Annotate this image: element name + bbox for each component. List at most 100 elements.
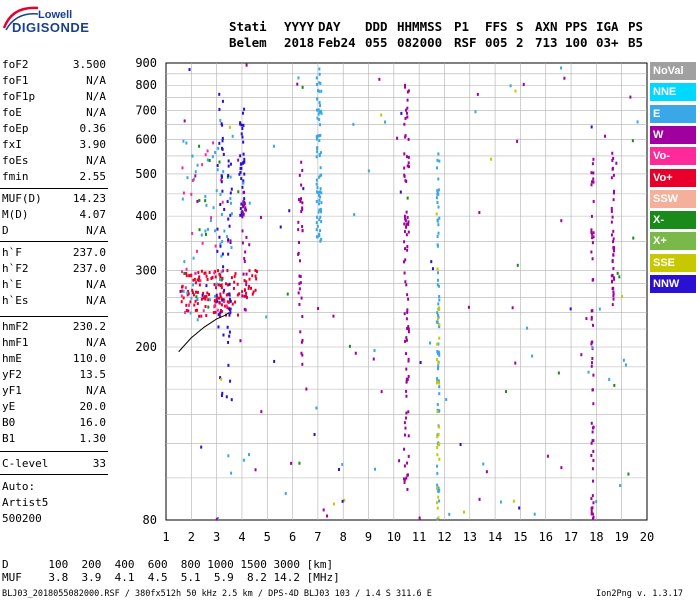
- echo-point: [317, 134, 320, 138]
- echo-point: [223, 288, 226, 292]
- echo-point: [202, 309, 205, 313]
- panel-divider: [0, 241, 108, 242]
- f2-trace-line: [178, 312, 230, 353]
- echo-point: [407, 220, 410, 224]
- logo-digisonde-text: DIGISONDE: [12, 20, 90, 35]
- echo-point: [316, 186, 319, 190]
- echo-point: [591, 241, 594, 245]
- echo-point: [612, 297, 615, 301]
- echo-point: [193, 303, 196, 307]
- echo-point: [592, 479, 595, 483]
- echo-point: [196, 318, 199, 322]
- echo-point: [406, 326, 409, 330]
- echo-point: [300, 351, 303, 355]
- echo-point: [245, 280, 248, 284]
- echo-point: [435, 212, 438, 216]
- echo-point: [255, 277, 258, 281]
- echo-point: [326, 514, 329, 518]
- echo-point: [194, 174, 197, 178]
- echo-point: [251, 274, 254, 278]
- echo-point: [245, 283, 248, 287]
- echo-point: [218, 278, 221, 282]
- echo-point: [191, 288, 194, 292]
- echo-point: [316, 146, 319, 150]
- echo-point: [297, 291, 300, 295]
- echo-point: [243, 157, 246, 161]
- echo-point: [431, 267, 434, 271]
- echo-point: [214, 310, 217, 314]
- echo-point: [187, 303, 190, 307]
- echo-point: [436, 486, 439, 490]
- x-tick-label: 7: [314, 530, 321, 544]
- echo-point: [516, 139, 519, 143]
- echo-point: [228, 224, 231, 228]
- echo-point: [208, 159, 211, 163]
- echo-point: [436, 501, 439, 505]
- echo-point: [407, 357, 410, 361]
- echo-point: [438, 353, 441, 357]
- echo-point: [380, 113, 383, 117]
- echo-point: [407, 137, 410, 141]
- echo-point: [215, 293, 218, 297]
- echo-point: [338, 467, 341, 471]
- echo-point: [221, 139, 224, 143]
- echo-point: [592, 323, 595, 327]
- echo-point: [590, 512, 593, 516]
- echo-point: [248, 284, 251, 288]
- echo-point: [226, 175, 229, 179]
- echo-point: [590, 497, 593, 501]
- echo-point: [587, 370, 590, 374]
- echo-point: [404, 116, 407, 120]
- echo-point: [298, 461, 301, 465]
- echo-point: [242, 140, 245, 144]
- x-tick-label: 19: [614, 530, 628, 544]
- header-label: DAY: [318, 19, 341, 34]
- echo-point: [405, 338, 408, 342]
- echo-point: [222, 333, 225, 337]
- echo-point: [405, 380, 408, 384]
- echo-point: [224, 304, 227, 308]
- echo-point: [406, 164, 409, 168]
- echo-point: [436, 201, 439, 205]
- echo-point: [435, 381, 438, 385]
- echo-point: [227, 300, 230, 304]
- panel-divider: [0, 188, 108, 189]
- echo-point: [301, 338, 304, 342]
- echo-point: [403, 240, 406, 244]
- echo-point: [229, 379, 232, 383]
- param-value: N/A: [86, 384, 106, 397]
- echo-point: [191, 154, 194, 158]
- echo-point: [437, 516, 440, 520]
- echo-point: [437, 188, 440, 192]
- echo-point: [187, 292, 190, 296]
- echo-point: [563, 76, 566, 80]
- echo-point: [226, 200, 229, 204]
- echo-point: [226, 306, 229, 310]
- echo-point: [448, 512, 451, 516]
- echo-point: [406, 196, 409, 200]
- echo-point: [207, 305, 210, 309]
- echo-point: [315, 108, 318, 112]
- echo-point: [234, 300, 237, 304]
- echo-point: [217, 296, 220, 300]
- echo-point: [210, 276, 213, 280]
- echo-point: [222, 265, 225, 269]
- echo-point: [223, 207, 226, 211]
- echo-point: [297, 251, 300, 255]
- echo-point: [196, 249, 199, 253]
- header-value: 055: [365, 35, 388, 50]
- echo-point: [215, 283, 218, 287]
- header-label: PS: [628, 19, 644, 34]
- echo-point: [301, 362, 304, 366]
- echo-point: [405, 389, 408, 393]
- echo-point: [214, 244, 217, 248]
- echo-point: [220, 270, 223, 274]
- echo-point: [204, 271, 207, 275]
- echo-point: [185, 309, 188, 313]
- echo-point: [437, 284, 440, 288]
- echo-point: [241, 294, 244, 298]
- param-value: N/A: [86, 106, 106, 119]
- echo-point: [436, 464, 439, 468]
- echo-point: [219, 294, 222, 298]
- echo-point: [239, 154, 242, 158]
